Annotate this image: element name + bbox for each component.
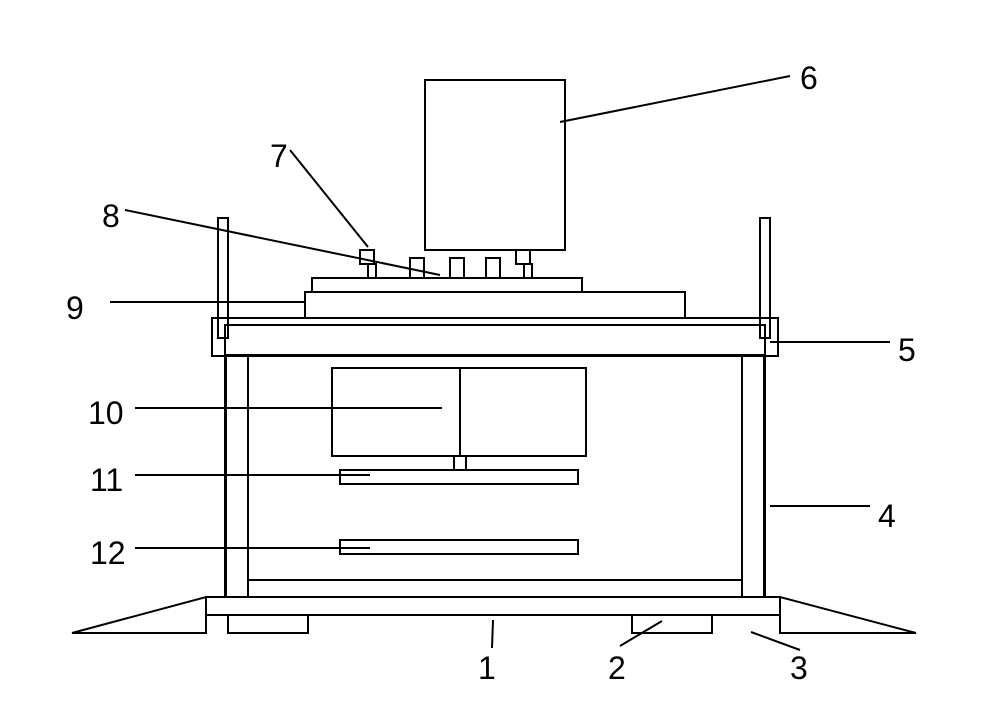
leader-0 xyxy=(492,620,493,648)
callout-label-4: 4 xyxy=(878,498,896,535)
ramp-1 xyxy=(780,597,916,633)
top-beam xyxy=(212,318,778,356)
callout-label-11: 11 xyxy=(90,462,123,499)
foot-0 xyxy=(228,615,308,633)
callout-label-5: 5 xyxy=(898,332,916,369)
callout-label-1: 1 xyxy=(478,650,496,687)
leader-2 xyxy=(751,632,800,650)
bolt-3 xyxy=(524,264,532,278)
motor-housing xyxy=(425,80,565,250)
bolt-5 xyxy=(450,258,464,278)
bolt-2 xyxy=(516,250,530,264)
rail-1 xyxy=(760,218,770,338)
column-1 xyxy=(742,355,764,597)
leader-7 xyxy=(125,210,440,275)
callout-label-10: 10 xyxy=(88,395,124,432)
rail-0 xyxy=(218,218,228,338)
callout-label-2: 2 xyxy=(608,650,626,687)
callout-label-8: 8 xyxy=(102,198,120,235)
ramp-0 xyxy=(72,597,206,633)
inner-frame xyxy=(248,355,742,580)
base-plate xyxy=(206,597,780,615)
callout-label-9: 9 xyxy=(66,290,84,327)
mount-strip xyxy=(305,292,685,318)
diagram-canvas xyxy=(0,0,1000,702)
callout-label-7: 7 xyxy=(270,138,288,175)
upper-press-plate xyxy=(340,470,578,484)
leader-6 xyxy=(290,150,368,247)
outer-frame xyxy=(225,325,765,597)
press-rod xyxy=(454,456,466,470)
lower-press-plate xyxy=(340,540,578,554)
callout-label-12: 12 xyxy=(90,535,126,572)
bolt-6 xyxy=(486,258,500,278)
bolt-4 xyxy=(410,258,424,278)
foot-1 xyxy=(632,615,712,633)
bolt-1 xyxy=(368,264,376,278)
leader-5 xyxy=(560,76,790,122)
mount-plate xyxy=(312,278,582,292)
callout-label-6: 6 xyxy=(800,60,818,97)
callout-label-3: 3 xyxy=(790,650,808,687)
